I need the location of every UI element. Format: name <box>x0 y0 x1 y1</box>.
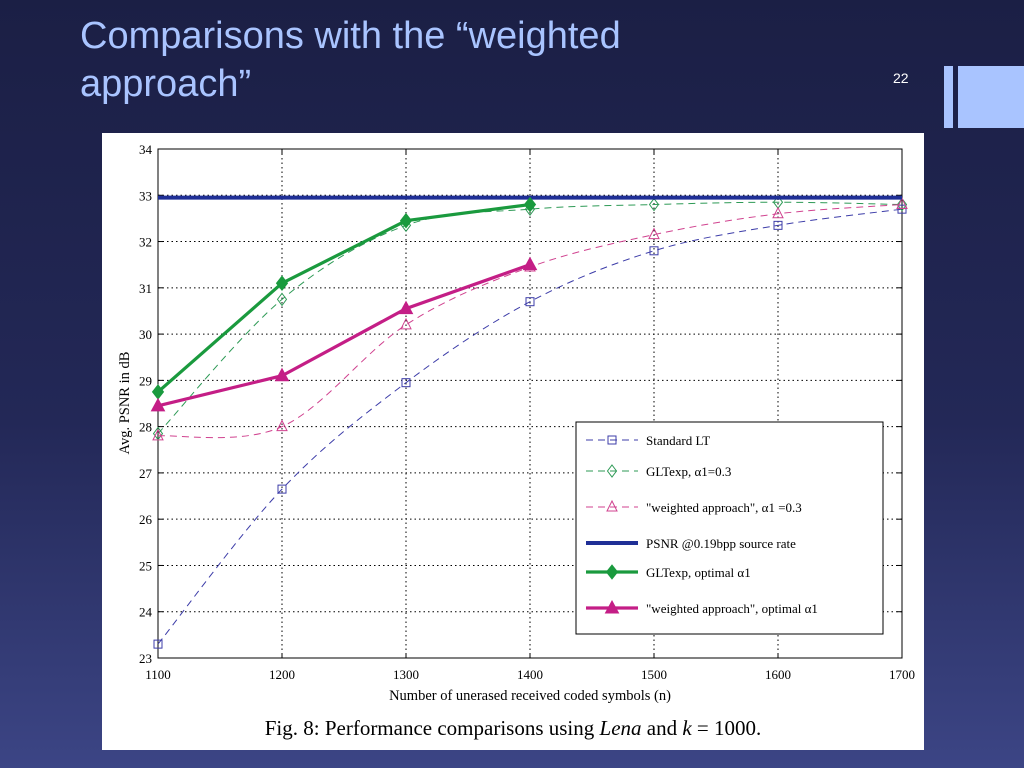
title-line-1: Comparisons with the “weighted <box>80 15 621 57</box>
legend-label: GLTexp, α1=0.3 <box>646 464 731 479</box>
series-line <box>157 208 903 645</box>
y-tick-label: 27 <box>139 466 153 481</box>
psnr-line-chart: 1100 1200 1300 1400 1500 1600 1700 23 24 25 26 27 28… <box>117 142 915 704</box>
slide-number: 22 <box>893 70 909 86</box>
legend-entry: PSNR @0.19bpp source rate <box>586 536 796 551</box>
y-tick-label: 28 <box>139 420 152 435</box>
caption-image-name: Lena <box>599 716 642 740</box>
data-point <box>399 212 413 229</box>
y-tick-label: 34 <box>139 142 153 157</box>
legend-swatch-marker <box>604 599 620 614</box>
ticks-layer: 1100 1200 1300 1400 1500 1600 1700 23 24 25 26 27 28… <box>139 142 915 682</box>
data-point <box>400 317 412 330</box>
title-line-2: approach” <box>80 63 252 105</box>
legend-label: Standard LT <box>646 433 710 448</box>
data-point <box>648 197 660 212</box>
x-tick-label: 1700 <box>889 667 915 682</box>
legend-entry: GLTexp, optimal α1 <box>586 564 751 580</box>
data-point <box>649 246 659 256</box>
series-0 <box>153 204 907 649</box>
decorative-bar-thick <box>958 66 1024 128</box>
data-point <box>522 256 538 271</box>
y-tick-label: 30 <box>139 327 152 342</box>
data-point <box>277 484 287 494</box>
data-point <box>398 300 414 315</box>
x-axis-label: Number of unerased received coded symbol… <box>389 688 671 704</box>
series-5 <box>150 256 538 412</box>
legend-box <box>575 421 884 635</box>
chart-figure: 1100 1200 1300 1400 1500 1600 1700 23 24 25 26 27 28… <box>102 133 924 750</box>
decorative-bar-thin <box>944 66 953 128</box>
series-4 <box>151 196 537 400</box>
legend: Standard LT GLTexp, α1=0.3 "weighted appro… <box>575 421 884 635</box>
y-tick-label: 31 <box>139 281 152 296</box>
x-tick-label: 1500 <box>641 667 667 682</box>
data-point <box>152 428 164 441</box>
legend-label: PSNR @0.19bpp source rate <box>646 536 796 551</box>
series-layer <box>150 195 908 649</box>
data-point <box>275 275 289 292</box>
slide-title: Comparisons with the “weighted approach” <box>80 12 780 108</box>
data-point <box>523 196 537 213</box>
legend-label: GLTexp, optimal α1 <box>646 565 751 580</box>
data-point <box>276 292 288 307</box>
y-tick-label: 25 <box>139 558 152 573</box>
caption-k: k <box>682 716 692 740</box>
data-point <box>896 197 908 212</box>
data-point <box>896 197 908 210</box>
data-point <box>153 639 163 649</box>
series-1 <box>152 195 908 441</box>
y-axis-label: Avg. PSNR in dB <box>117 352 133 455</box>
series-line <box>156 202 531 394</box>
data-point <box>773 220 783 230</box>
x-tick-label: 1600 <box>765 667 791 682</box>
legend-entry: GLTexp, α1=0.3 <box>586 464 731 479</box>
y-tick-label: 32 <box>139 235 152 250</box>
data-point <box>401 378 411 388</box>
y-tick-label: 23 <box>139 651 152 666</box>
legend-entry: "weighted approach", optimal α1 <box>586 599 818 616</box>
data-point <box>150 397 166 412</box>
data-point <box>897 204 907 214</box>
y-tick-label: 29 <box>139 373 152 388</box>
y-tick-label: 33 <box>139 188 152 203</box>
data-point <box>648 227 660 240</box>
x-tick-label: 1400 <box>517 667 543 682</box>
y-tick-label: 26 <box>139 512 153 527</box>
legend-label: "weighted approach", optimal α1 <box>646 601 818 616</box>
x-tick-label: 1300 <box>393 667 419 682</box>
legend-label: "weighted approach", α1 =0.3 <box>646 500 802 515</box>
series-line <box>157 201 903 434</box>
caption-suffix: = 1000. <box>691 716 762 740</box>
legend-swatch-marker <box>607 435 617 445</box>
legend-entry: "weighted approach", α1 =0.3 <box>586 499 802 515</box>
data-point <box>274 367 290 382</box>
data-point <box>772 206 784 219</box>
x-tick-label: 1200 <box>269 667 295 682</box>
data-point <box>525 297 535 307</box>
y-tick-label: 24 <box>139 605 153 620</box>
caption-mid: and <box>641 716 683 740</box>
legend-swatch-marker <box>605 564 619 580</box>
series-line <box>157 263 531 408</box>
data-point <box>276 419 288 432</box>
x-tick-label: 1100 <box>145 667 171 682</box>
figure-caption: Fig. 8: Performance comparisons using Le… <box>102 716 924 741</box>
legend-swatch-marker <box>606 464 618 478</box>
caption-prefix: Fig. 8: Performance comparisons using <box>264 716 600 740</box>
legend-swatch-marker <box>606 499 618 512</box>
legend-entry: Standard LT <box>586 433 710 448</box>
